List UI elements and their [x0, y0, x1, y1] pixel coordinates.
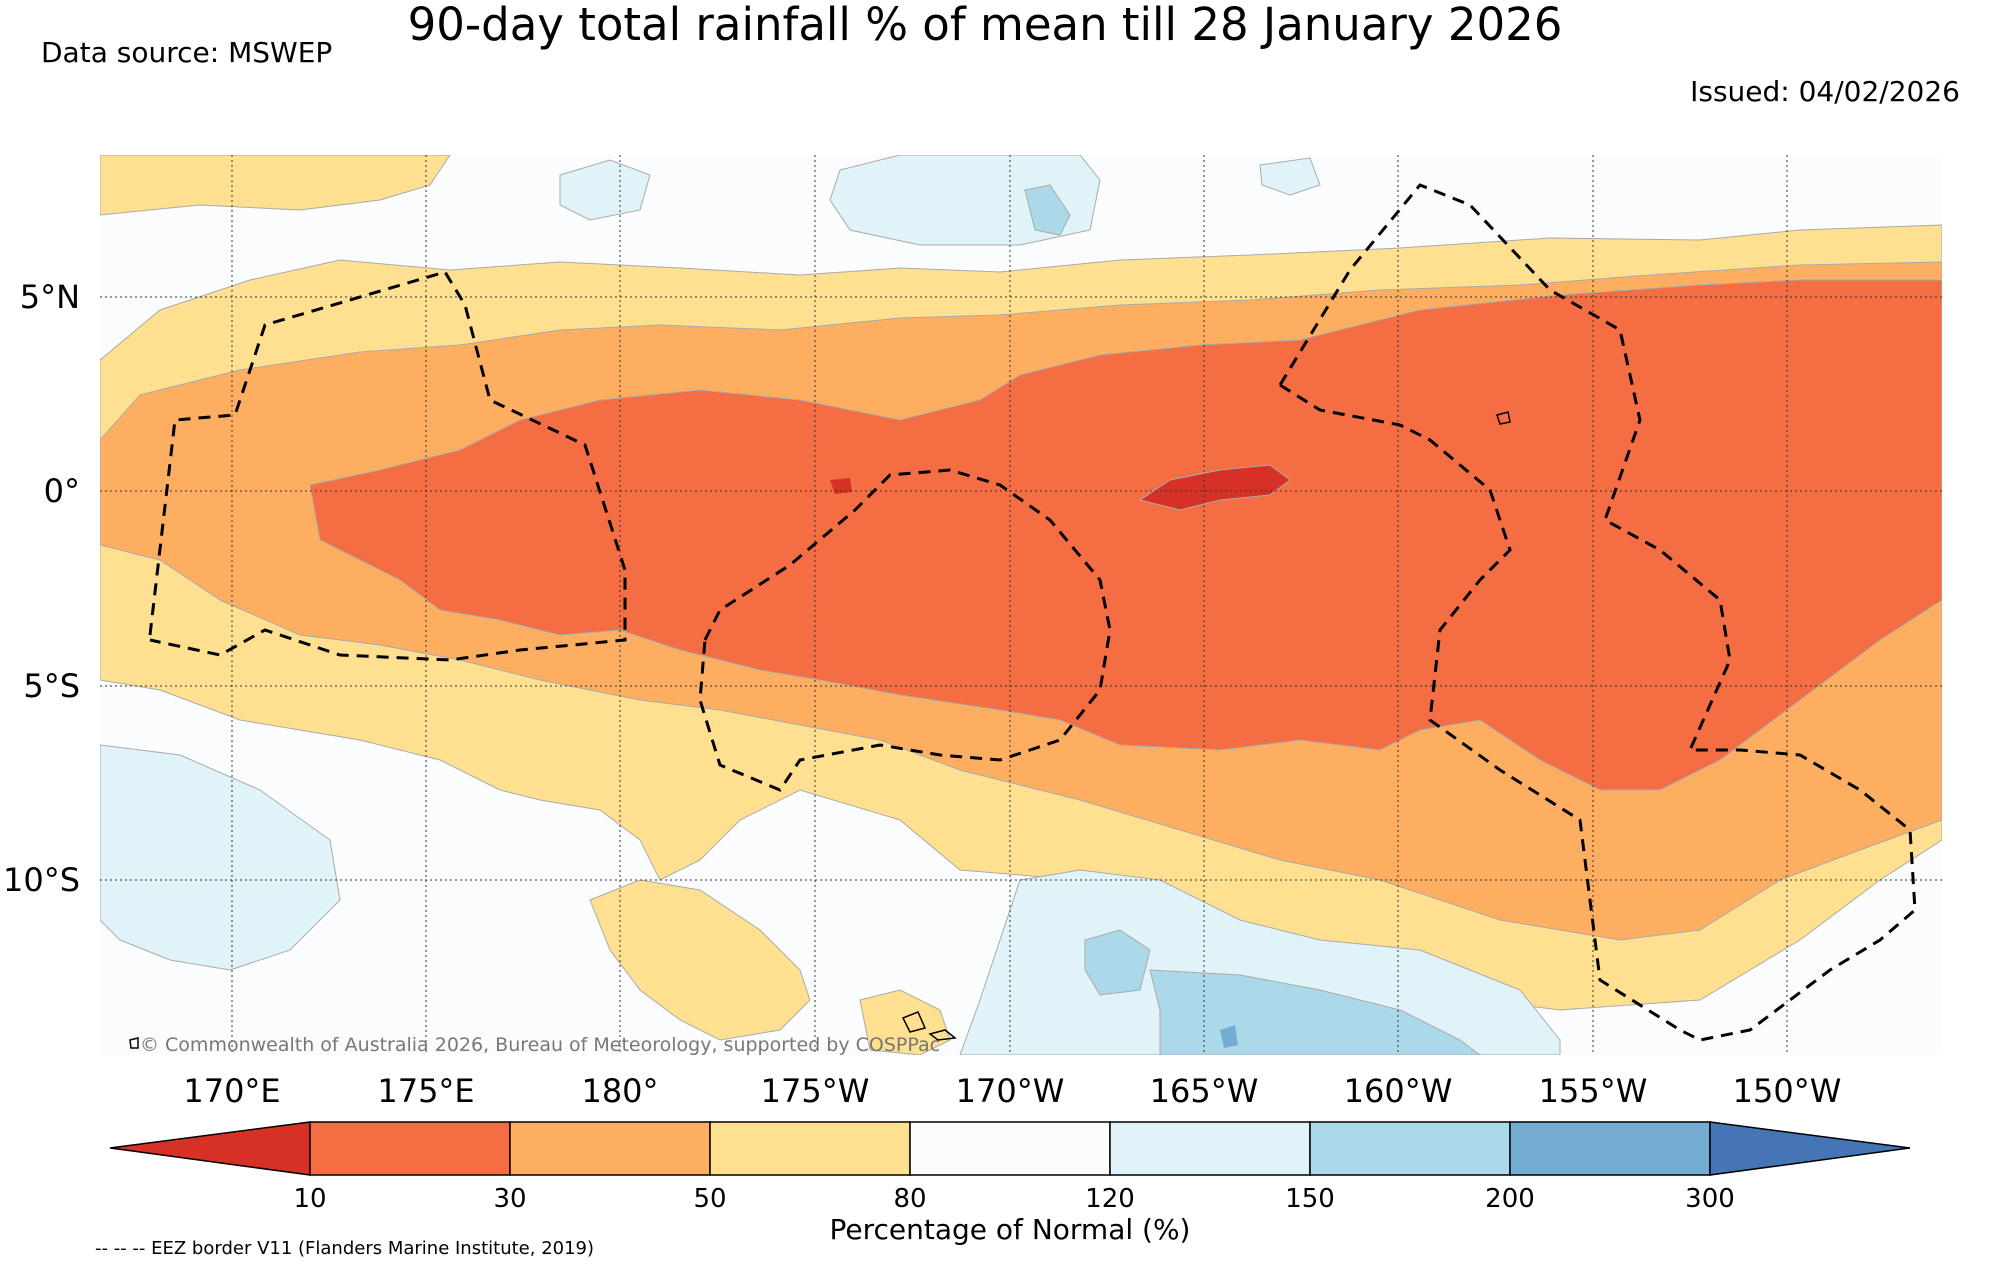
- colorbar-segment: [1509, 1121, 1711, 1176]
- longitude-labels: 170°E 175°E 180° 175°W 170°W 165°W 160°W…: [183, 1072, 1841, 1110]
- region-10-30: [309, 279, 1942, 791]
- region-150-200: [1084, 929, 1151, 996]
- region-200-300: [1220, 1025, 1238, 1048]
- colorbar-tick-label: 300: [1685, 1184, 1735, 1214]
- lon-label: 160°W: [1344, 1072, 1453, 1110]
- colorbar: 10 30 50 80 120 150 200 300 Percentage o…: [109, 1121, 1911, 1246]
- lon-label: 155°W: [1539, 1072, 1648, 1110]
- lat-label: 0°: [44, 472, 80, 510]
- colorbar-segment: [509, 1121, 711, 1176]
- colorbar-max-arrow: [1709, 1121, 1911, 1176]
- colorbar-tick-label: 50: [693, 1184, 726, 1214]
- colorbar-min-arrow: [109, 1121, 311, 1176]
- map-title: 90-day total rainfall % of mean till 28 …: [407, 0, 1563, 51]
- colorbar-tick-label: 150: [1285, 1184, 1335, 1214]
- eez-borders: [148, 183, 1917, 1042]
- colorbar-tick-label: 80: [893, 1184, 926, 1214]
- region-50-80: [589, 879, 811, 1041]
- region-150-200: [1024, 184, 1071, 236]
- colorbar-title: Percentage of Normal (%): [830, 1213, 1191, 1246]
- lat-label: 5°S: [23, 667, 80, 705]
- lon-label: 175°W: [761, 1072, 870, 1110]
- colorbar-segment: [1109, 1121, 1311, 1176]
- colorbar-tick-label: 120: [1085, 1184, 1135, 1214]
- lon-label: 170°W: [956, 1072, 1065, 1110]
- region-120-150: [559, 159, 651, 221]
- colorbar-segment: [309, 1121, 511, 1176]
- lon-label: 165°W: [1150, 1072, 1259, 1110]
- colorbar-tick-label: 30: [493, 1184, 526, 1214]
- lat-label: 5°N: [20, 278, 80, 316]
- region-50-80: [100, 155, 451, 216]
- colorbar-segment: [909, 1121, 1111, 1176]
- region-120-150: [100, 744, 341, 971]
- data-source: Data source: MSWEP: [41, 36, 333, 69]
- copyright-text: © Commonwealth of Australia 2026, Bureau…: [140, 1034, 940, 1056]
- region-below-10: [1138, 464, 1291, 511]
- region-120-150: [1259, 157, 1321, 196]
- lon-label: 175°E: [377, 1072, 474, 1110]
- colorbar-segment: [1309, 1121, 1511, 1176]
- eez-footnote: -- -- -- EEZ border V11 (Flanders Marine…: [95, 1238, 594, 1259]
- lon-label: 170°E: [183, 1072, 280, 1110]
- islands: [129, 411, 1511, 1049]
- graticule: [100, 155, 1942, 1055]
- colorbar-tick-label: 200: [1485, 1184, 1535, 1214]
- region-below-10: [830, 478, 852, 494]
- colorbar-segment: [709, 1121, 911, 1176]
- lon-label: 150°W: [1733, 1072, 1842, 1110]
- lon-label: 180°: [581, 1072, 658, 1110]
- issued-date: Issued: 04/02/2026: [1690, 75, 1960, 108]
- rainfall-map: © Commonwealth of Australia 2026, Bureau…: [100, 155, 1942, 1056]
- latitude-labels: 5°N 0° 5°S 10°S: [3, 278, 80, 899]
- region-120-150: [829, 155, 1101, 246]
- lat-label: 10°S: [3, 861, 80, 899]
- colorbar-tick-label: 10: [293, 1184, 326, 1214]
